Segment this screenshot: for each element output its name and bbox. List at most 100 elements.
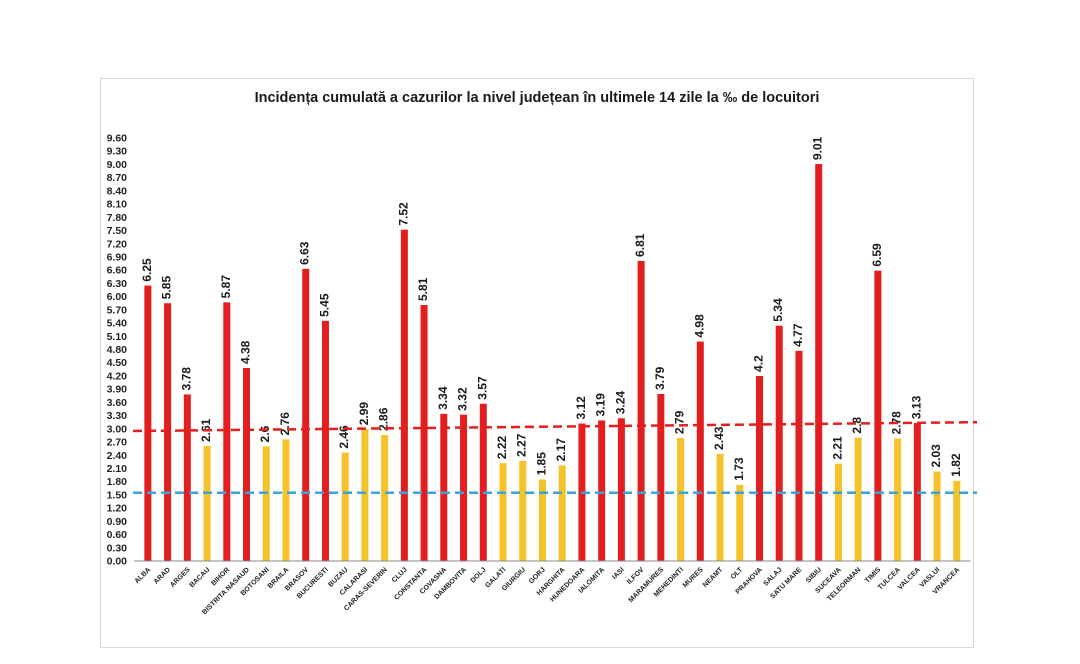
value-label: 1.82: [949, 453, 963, 477]
y-tick-label: 6.30: [107, 278, 128, 290]
bar: [420, 305, 428, 561]
y-tick-label: 4.80: [107, 344, 128, 356]
chart-title: Incidența cumulată a cazurilor la nivel …: [254, 90, 820, 106]
y-tick-label: 9.00: [107, 159, 128, 171]
bar: [361, 429, 369, 561]
y-tick-label: 7.80: [107, 212, 128, 224]
bar: [894, 438, 902, 561]
bar: [795, 350, 803, 561]
value-label: 2.46: [337, 425, 351, 449]
y-tick-label: 4.20: [107, 370, 128, 382]
value-label: 2.86: [377, 407, 391, 431]
y-tick-label: 5.10: [107, 331, 128, 343]
value-label: 5.45: [317, 293, 331, 317]
bar: [815, 164, 823, 561]
bar: [262, 446, 270, 561]
bar: [203, 446, 211, 561]
reference-line: [132, 420, 978, 433]
bar: [499, 463, 507, 561]
bar: [460, 414, 468, 561]
y-tick-label: 0.90: [107, 516, 128, 528]
y-tick-label: 5.70: [107, 304, 128, 316]
bar: [696, 341, 704, 561]
category-label: NEAMT: [702, 566, 725, 589]
value-label: 6.59: [870, 243, 884, 267]
category-label: MURES: [682, 566, 705, 589]
bar: [756, 375, 763, 561]
value-label: 1.85: [534, 452, 548, 476]
bar: [677, 438, 685, 561]
category-label: DOLJ: [470, 566, 488, 584]
y-tick-label: 1.80: [107, 476, 128, 488]
bar: [716, 453, 724, 561]
bar: [440, 413, 448, 561]
category-label: SIBIU: [805, 566, 823, 584]
bar: [321, 320, 329, 561]
value-label: 3.19: [594, 393, 608, 417]
value-label: 4.98: [692, 314, 706, 338]
bar: [657, 394, 665, 561]
value-label: 3.32: [456, 387, 470, 411]
value-label: 2.03: [929, 444, 943, 468]
value-label: 3.34: [436, 386, 450, 410]
y-tick-label: 0.30: [107, 542, 128, 554]
bar: [933, 471, 941, 561]
bar: [164, 303, 172, 561]
y-tick-label: 6.60: [107, 265, 128, 277]
category-label: GORJ: [528, 566, 547, 585]
category-label: CLUJ: [391, 566, 409, 584]
bar: [183, 394, 191, 561]
y-tick-label: 9.60: [107, 133, 128, 145]
bar: [558, 465, 566, 561]
y-tick-label: 9.30: [107, 146, 128, 158]
value-label: 2.6: [258, 425, 272, 442]
value-label: 2.27: [515, 433, 529, 457]
y-tick-label: 7.50: [107, 225, 128, 237]
y-tick-label: 2.10: [107, 463, 128, 475]
bar: [775, 325, 783, 561]
value-label: 6.63: [298, 241, 312, 265]
y-tick-label: 7.20: [107, 238, 128, 250]
value-label: 2.17: [554, 438, 568, 462]
value-label: 3.78: [179, 367, 193, 391]
value-label: 4.38: [239, 340, 253, 364]
y-tick-label: 2.40: [107, 450, 128, 462]
y-tick-label: 0.60: [107, 529, 128, 541]
y-tick-label: 8.40: [107, 185, 128, 197]
bar: [302, 268, 310, 561]
value-label: 3.57: [475, 376, 489, 400]
bar: [144, 285, 152, 561]
y-tick-label: 3.30: [107, 410, 128, 422]
value-label: 1.73: [732, 457, 746, 481]
bar: [953, 480, 961, 561]
bar: [282, 439, 290, 561]
value-label: 6.81: [633, 233, 647, 257]
y-tick-label: 6.90: [107, 251, 128, 263]
category-label: OLT: [730, 566, 745, 581]
bar: [223, 302, 231, 561]
category-label: IASI: [611, 566, 626, 581]
y-tick-label: 1.20: [107, 503, 128, 515]
value-label: 6.25: [140, 258, 154, 282]
category-label: MARAMURES: [628, 566, 666, 604]
y-tick-label: 4.50: [107, 357, 128, 369]
value-label: 2.43: [712, 426, 726, 450]
value-label: 9.01: [811, 136, 825, 160]
bar: [834, 463, 842, 561]
y-tick-label: 3.90: [107, 384, 128, 396]
y-tick-label: 3.60: [107, 397, 128, 409]
bar: [381, 434, 389, 561]
value-label: 2.8: [850, 417, 864, 434]
value-label: 2.79: [673, 410, 687, 434]
y-tick-label: 2.70: [107, 437, 128, 449]
bar: [854, 437, 862, 562]
y-tick-label: 8.70: [107, 172, 128, 184]
bar: [874, 270, 882, 561]
bar: [598, 420, 606, 561]
value-label: 2.22: [495, 435, 509, 459]
bar: [341, 452, 349, 561]
y-tick-label: 8.10: [107, 199, 128, 211]
value-label: 5.85: [160, 276, 174, 300]
bar: [617, 418, 625, 561]
